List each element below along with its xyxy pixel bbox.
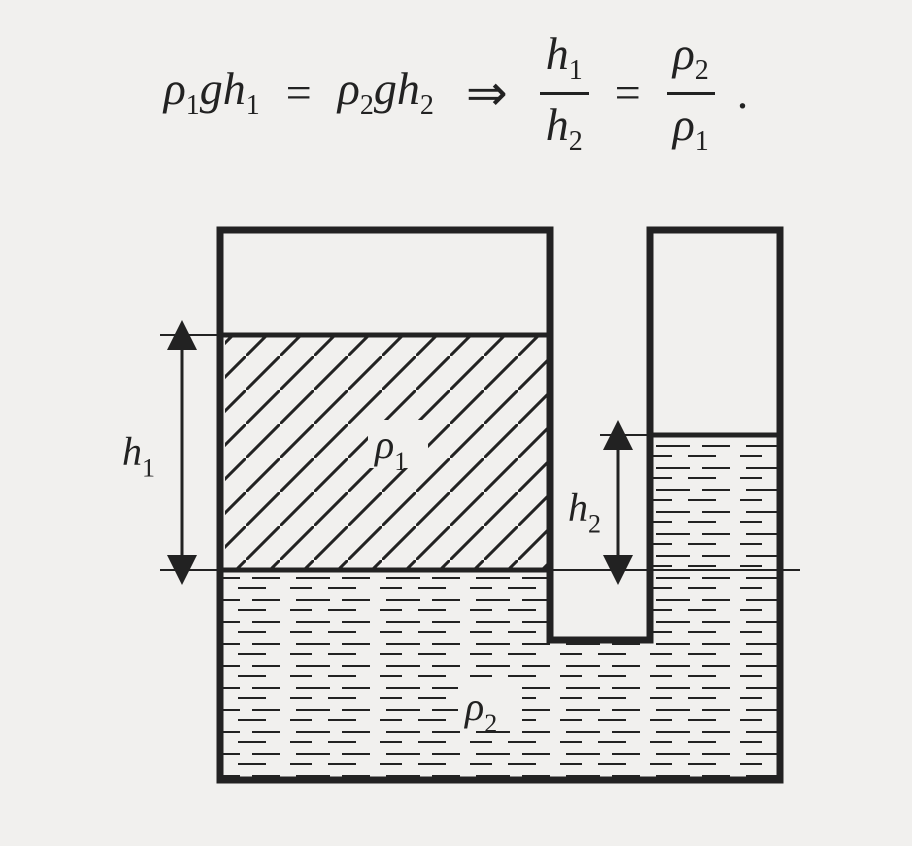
page: ρ1gh1 = ρ2gh2 ⇒ h1 h2 = ρ2 — [0, 0, 912, 846]
sub-rho2: 2 — [360, 90, 374, 121]
eq-period: . — [737, 70, 749, 116]
implies-arrow: ⇒ — [456, 68, 518, 118]
frac1-bar — [540, 92, 589, 95]
eq-lhs: ρ1gh1 — [164, 66, 260, 120]
u-tube-diagram: h1h2ρ1ρ2 — [110, 220, 810, 810]
eq-sign-2: = — [611, 70, 645, 116]
frac2-den-var: ρ — [673, 99, 695, 150]
diagram-svg: h1h2ρ1ρ2 — [110, 220, 810, 810]
frac2-bar — [667, 92, 715, 95]
sub-rho1: 1 — [186, 90, 200, 121]
frac1-den-sub: 2 — [569, 126, 583, 157]
sub-h1: 1 — [246, 90, 260, 121]
equation: ρ1gh1 = ρ2gh2 ⇒ h1 h2 = ρ2 — [164, 28, 749, 158]
frac1-num-var: h — [546, 28, 569, 79]
frac2-num-sub: 2 — [695, 55, 709, 86]
var-g2: g — [374, 63, 397, 114]
frac1-num-sub: 1 — [569, 55, 583, 86]
sub-h2: 2 — [420, 90, 434, 121]
frac2-den: ρ1 — [667, 99, 715, 159]
frac1-den-var: h — [546, 99, 569, 150]
frac2-num-var: ρ — [673, 28, 695, 79]
svg-text:h2: h2 — [568, 485, 601, 539]
svg-text:h1: h1 — [122, 429, 155, 483]
frac2-den-sub: 1 — [695, 126, 709, 157]
eq-rhs: ρ2gh2 — [338, 66, 434, 120]
var-h2: h — [397, 63, 420, 114]
eq-sign-1: = — [282, 70, 316, 116]
frac2-num: ρ2 — [667, 28, 715, 88]
var-h1: h — [223, 63, 246, 114]
frac-rho2-rho1: ρ2 ρ1 — [667, 28, 715, 158]
frac1-den: h2 — [540, 99, 589, 159]
var-rho1: ρ — [164, 63, 186, 114]
frac1-num: h1 — [540, 28, 589, 88]
frac-h1-h2: h1 h2 — [540, 28, 589, 158]
equation-block: ρ1gh1 = ρ2gh2 ⇒ h1 h2 = ρ2 — [0, 28, 912, 158]
var-g1: g — [200, 63, 223, 114]
var-rho2: ρ — [338, 63, 360, 114]
